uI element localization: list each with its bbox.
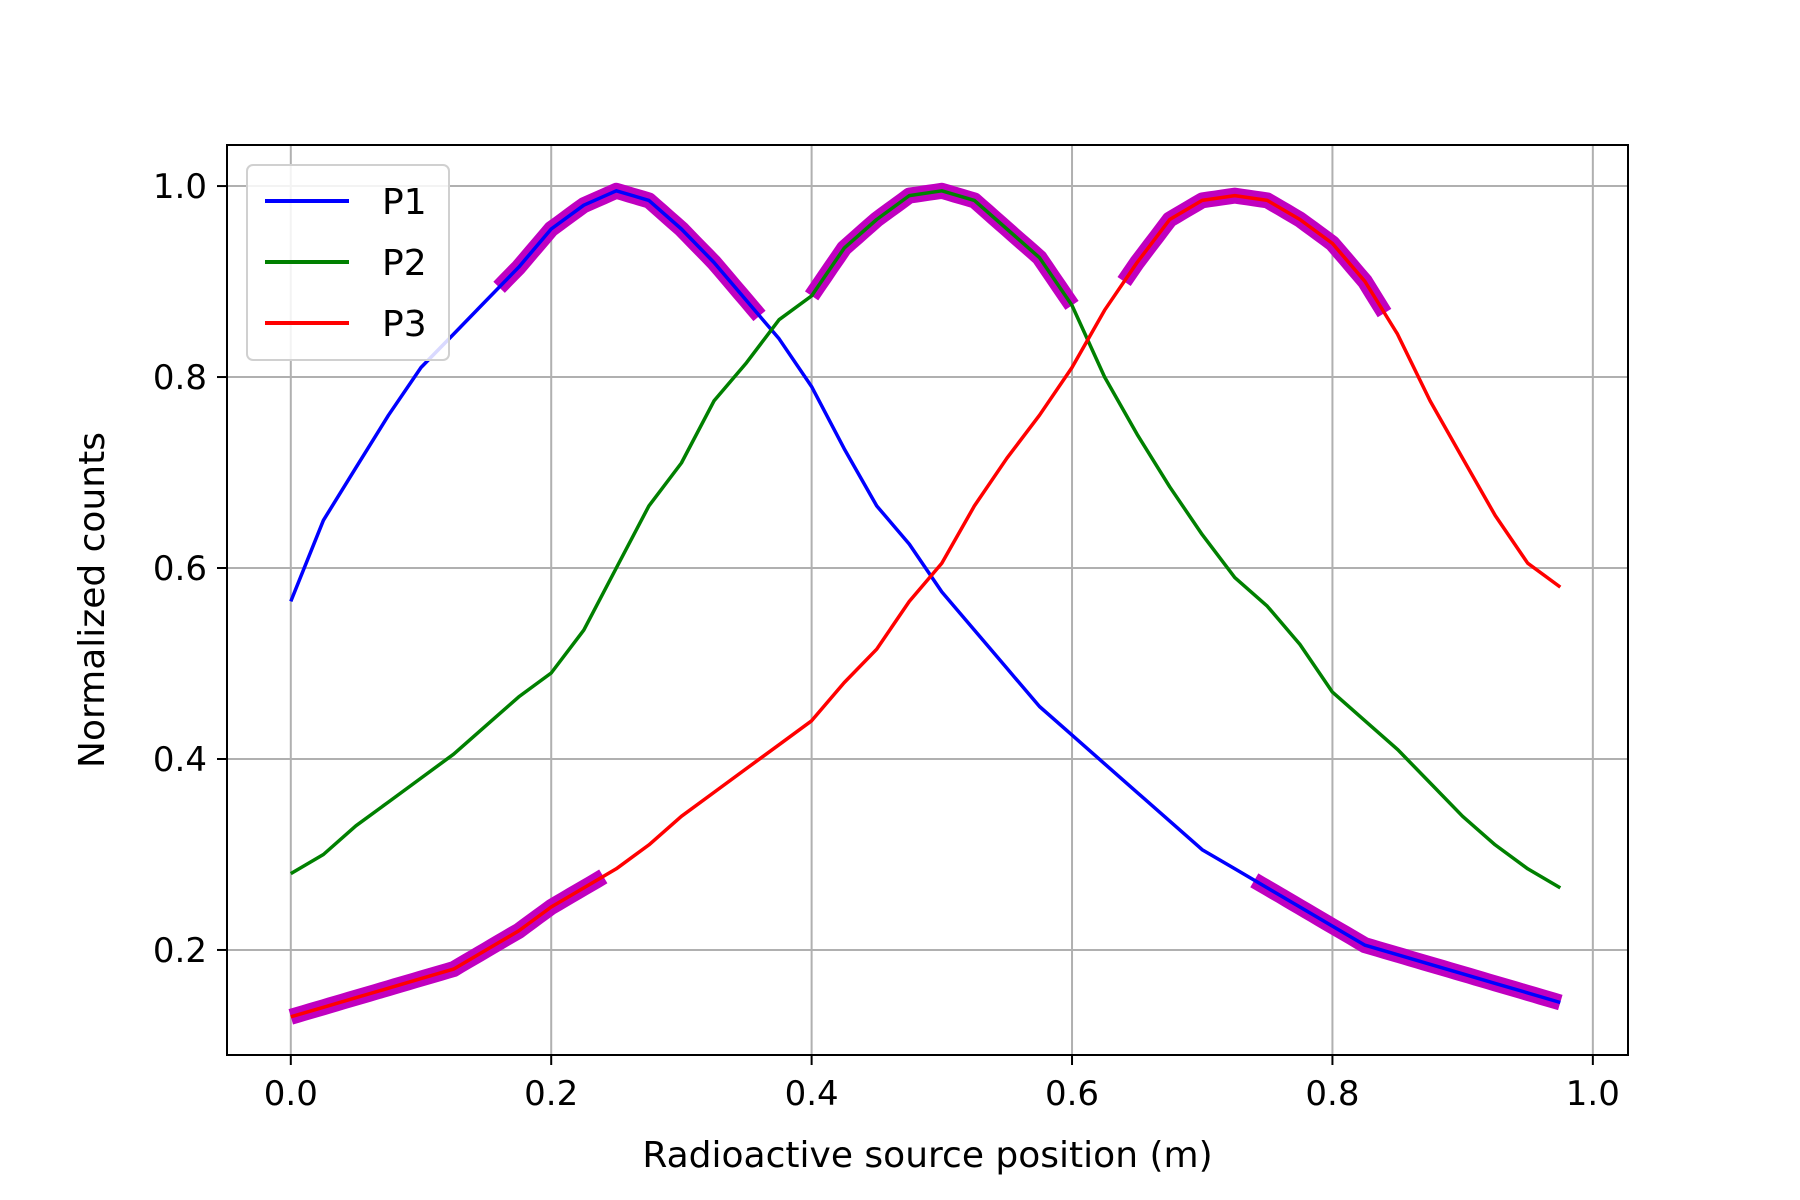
legend: P1 P2 P3 xyxy=(246,164,450,361)
y-tick-label: 0.4 xyxy=(153,740,207,780)
axis-ticks: 0.0 0.2 0.4 0.6 0.8 1.0 0.2 0.4 0.6 0.8 1.0 xyxy=(153,167,1620,1114)
x-tick-label: 0.2 xyxy=(524,1074,578,1114)
highlight-segment-p1 xyxy=(1250,873,1563,1011)
x-tick-label: 0.6 xyxy=(1045,1074,1099,1114)
series-line-p3 xyxy=(290,193,1562,1019)
legend-label-p3: P3 xyxy=(382,304,427,345)
y-tick-label: 0.8 xyxy=(153,358,207,398)
highlight-segment-p2 xyxy=(804,182,1079,310)
y-tick-label: 0.2 xyxy=(153,931,207,971)
legend-label-p1: P1 xyxy=(382,182,427,223)
x-axis-label: Radioactive source position (m) xyxy=(642,1135,1212,1176)
series-line-p2 xyxy=(289,189,1562,890)
x-tick-label: 0.4 xyxy=(785,1074,839,1114)
y-axis-label: Normalized counts xyxy=(72,432,113,768)
x-tick-label: 1.0 xyxy=(1566,1074,1620,1114)
series-line-p1 xyxy=(289,189,1561,1005)
x-tick-label: 0.8 xyxy=(1305,1074,1359,1114)
plot-frame xyxy=(226,144,1629,1056)
highlight-segment-p3 xyxy=(288,869,608,1025)
highlight-segments xyxy=(288,182,1563,1025)
legend-label-p2: P2 xyxy=(382,243,427,284)
series-lines xyxy=(289,189,1562,1019)
y-tick-label: 0.6 xyxy=(153,549,207,589)
x-tick-label: 0.0 xyxy=(264,1074,318,1114)
highlight-segment-p3 xyxy=(1117,187,1392,318)
y-tick-label: 1.0 xyxy=(153,167,207,207)
highlight-segment-p1 xyxy=(493,182,766,322)
